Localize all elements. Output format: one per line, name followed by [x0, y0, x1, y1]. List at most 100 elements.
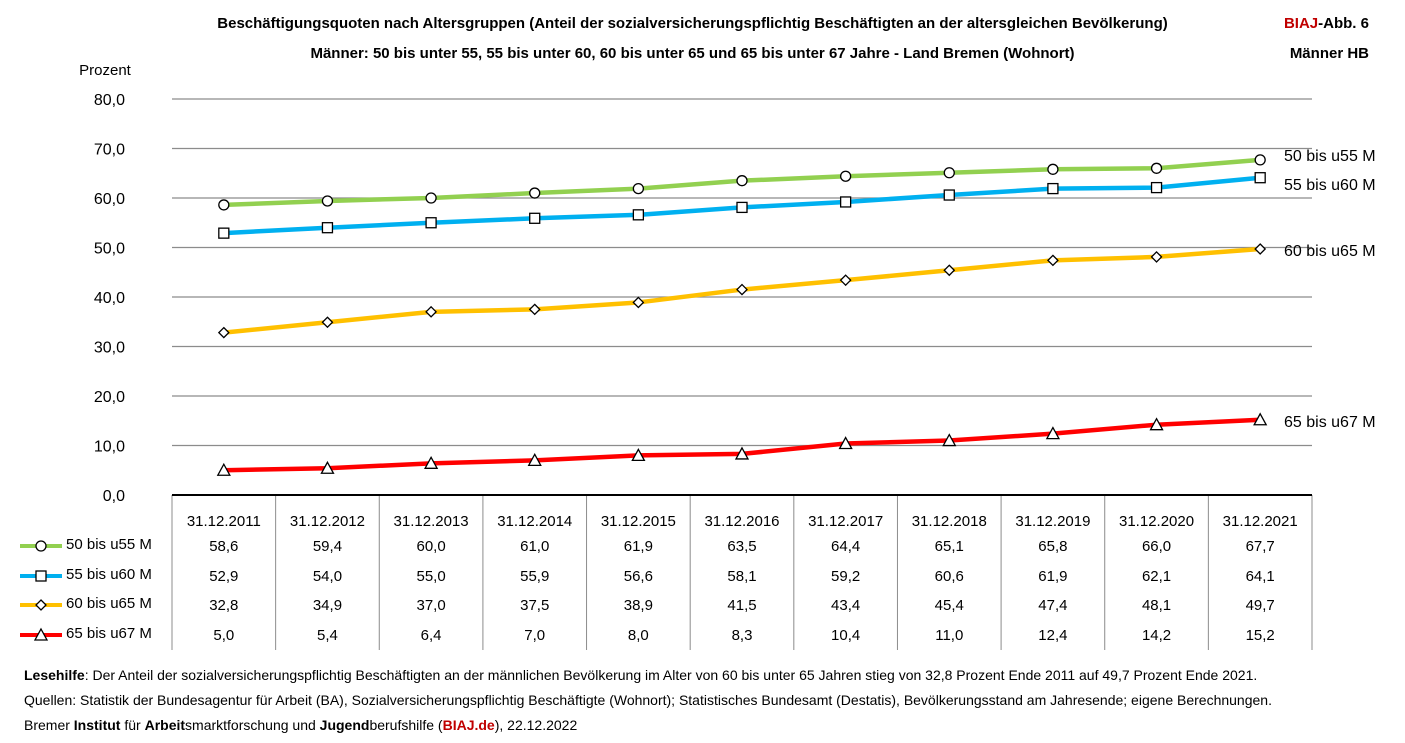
data-point	[1150, 181, 1163, 194]
data-point	[529, 187, 541, 199]
y-tick-label: 70,0	[94, 142, 125, 159]
legend-marker	[35, 570, 47, 582]
y-axis-label: Prozent	[79, 62, 132, 79]
credit-text: Bremer	[24, 717, 74, 733]
table-cell: 59,2	[831, 568, 860, 585]
data-point	[1150, 162, 1163, 174]
table-cell: 43,4	[831, 597, 860, 614]
table-cell: 15,2	[1246, 627, 1275, 644]
credit-text: smarktforschung und	[185, 717, 320, 733]
table-cell: 61,9	[1038, 568, 1067, 585]
legend-label: 65 bis u67 M	[66, 625, 152, 642]
sources: Quellen: Statistik der Bundesagentur für…	[24, 692, 1272, 708]
series-end-label: 50 bis u55 M	[1284, 148, 1376, 165]
data-point	[943, 189, 955, 201]
x-tick-label: 31.12.2021	[1223, 513, 1298, 530]
reading-aid-label: Lesehilfe	[24, 667, 85, 683]
x-tick-label: 31.12.2018	[912, 513, 987, 530]
y-tick-label: 10,0	[94, 439, 125, 456]
x-tick-label: 31.12.2020	[1119, 513, 1194, 530]
table-cell: 10,4	[831, 627, 860, 644]
data-point	[1047, 163, 1059, 175]
data-point	[1254, 172, 1266, 184]
publisher-credit: Bremer Institut für Arbeitsmarktforschun…	[24, 717, 577, 733]
figure-number: -Abb. 6	[1318, 15, 1369, 32]
series-end-label: 60 bis u65 M	[1284, 243, 1376, 260]
data-point	[632, 209, 645, 221]
data-point	[1047, 182, 1059, 195]
series-end-label: 55 bis u60 M	[1284, 177, 1376, 194]
figure-subject: Männer HB	[1289, 45, 1369, 62]
legend-item: 55 bis u60 M	[18, 564, 178, 588]
credit-bold: Jugend	[319, 717, 370, 733]
brand-label: BIAJ	[1283, 15, 1319, 32]
data-point	[425, 305, 438, 318]
table-cell: 64,4	[831, 538, 860, 555]
series-4	[216, 412, 1268, 476]
biaj-link[interactable]: BIAJ.de	[442, 717, 495, 733]
data-point	[1253, 412, 1268, 426]
y-tick-label: 40,0	[94, 290, 125, 307]
table-cell: 61,9	[624, 538, 653, 555]
data-point	[631, 448, 646, 462]
table-cell: 49,7	[1246, 597, 1275, 614]
data-point	[734, 446, 750, 460]
legend-swatch	[20, 599, 62, 611]
legend-item: 60 bis u65 M	[18, 593, 178, 617]
data-point	[1045, 426, 1061, 440]
reading-aid-text: : Der Anteil der sozialversicherungspfli…	[84, 667, 1258, 683]
y-tick-label: 60,0	[94, 191, 125, 208]
data-point	[838, 436, 853, 450]
table-cell: 11,0	[935, 627, 963, 644]
table-cell: 41,5	[727, 597, 756, 614]
line-chart: Prozent 0,0 10,0 20,0 30,0 40,0 50,0 60,0 70,0 80…	[79, 62, 1376, 650]
x-tick-label: 31.12.2019	[1015, 513, 1090, 530]
data-point	[943, 167, 955, 179]
table-cell: 55,9	[520, 568, 549, 585]
table-cell: 37,0	[416, 597, 445, 614]
data-point	[839, 170, 852, 182]
table-cell: 8,0	[628, 627, 649, 644]
legend-label: 55 bis u60 M	[66, 566, 152, 583]
legend-swatch	[20, 570, 62, 582]
data-point	[1254, 243, 1267, 255]
y-tick-label: 20,0	[94, 389, 125, 406]
table-cell: 61,0	[520, 538, 549, 555]
table-cell: 55,0	[416, 568, 445, 585]
reading-aid: Lesehilfe: Der Anteil der sozialversiche…	[24, 667, 1257, 683]
data-point	[218, 199, 230, 211]
x-tick-label: 31.12.2014	[497, 513, 572, 530]
data-point	[529, 212, 541, 224]
y-tick-label: 0,0	[103, 488, 125, 505]
series-3	[217, 243, 1267, 339]
table-cell: 7,0	[524, 627, 545, 644]
chart-subtitle: Männer: 50 bis unter 55, 55 bis unter 60…	[310, 45, 1075, 62]
table-cell: 58,6	[209, 538, 238, 555]
table-cell: 56,6	[624, 568, 653, 585]
table-cell: 6,4	[421, 627, 442, 644]
table-cell: 66,0	[1142, 538, 1171, 555]
table-cell: 59,4	[313, 538, 342, 555]
data-point	[943, 264, 956, 277]
x-tick-label: 31.12.2015	[601, 513, 676, 530]
table-cell: 34,9	[313, 597, 342, 614]
y-tick-label: 30,0	[94, 340, 125, 357]
legend-item: 65 bis u67 M	[18, 623, 178, 647]
table-cell: 5,0	[213, 627, 234, 644]
table-cell: 58,1	[727, 568, 756, 585]
credit-text: ), 22.12.2022	[494, 717, 578, 733]
data-point	[321, 222, 334, 234]
legend-label: 60 bis u65 M	[66, 595, 152, 612]
data-point	[216, 462, 231, 476]
data-point	[423, 455, 439, 469]
data-point	[839, 196, 852, 208]
x-tick-label: 31.12.2011	[187, 513, 261, 530]
table-cell: 37,5	[520, 597, 549, 614]
table-cell: 47,4	[1038, 597, 1067, 614]
table-cell: 62,1	[1142, 568, 1171, 585]
credit-text: berufshilfe (	[369, 717, 443, 733]
data-point	[320, 460, 335, 474]
legend-swatch	[20, 627, 62, 641]
figure-badge: BIAJ-Abb. 6	[1284, 15, 1369, 32]
legend-item: 50 bis u55 M	[18, 534, 178, 558]
